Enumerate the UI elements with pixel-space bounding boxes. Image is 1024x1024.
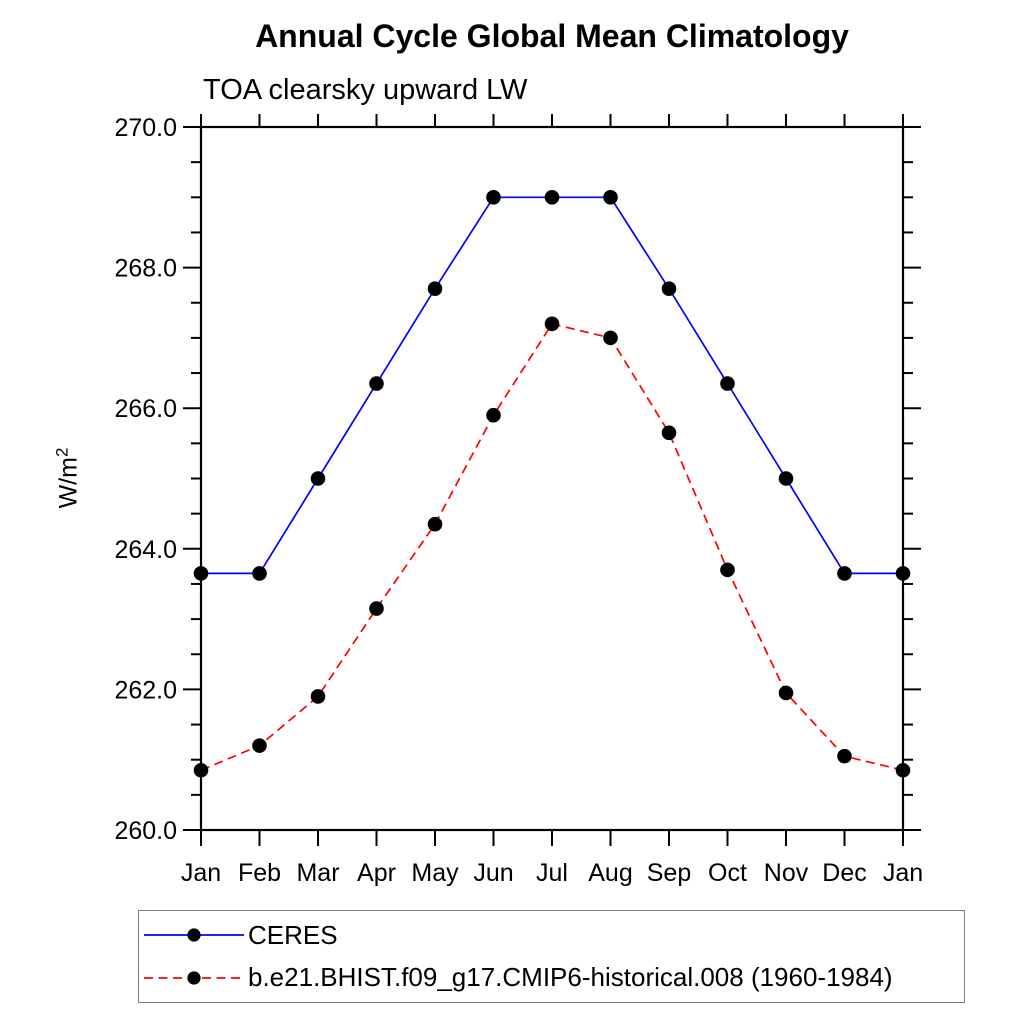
data-point-marker [310, 471, 326, 486]
x-tick-label: Jul [536, 859, 568, 887]
legend-sample-dashed-line [144, 971, 244, 985]
series-model [193, 316, 911, 778]
chart-title: Annual Cycle Global Mean Climatology [255, 18, 849, 54]
series-line [200, 322, 904, 772]
data-point-marker [369, 601, 384, 616]
legend-item-model: b.e21.BHIST.f09_g17.CMIP6-historical.008… [139, 958, 964, 998]
data-point-marker [486, 407, 501, 423]
data-point-marker [778, 685, 794, 701]
y-tick-label: 268.0 [114, 255, 177, 283]
data-point-marker [310, 689, 326, 704]
data-point-marker [193, 762, 209, 778]
x-tick-label: May [411, 859, 459, 887]
plot-frame [199, 125, 905, 832]
y-tick-label: 266.0 [114, 395, 177, 423]
x-axis-ticks [200, 114, 904, 846]
legend-label-ceres: CERES [248, 919, 338, 950]
data-point-marker [720, 562, 735, 578]
data-point-marker [603, 190, 618, 205]
y-tick-label: 270.0 [114, 114, 177, 142]
y-axis-ticks [183, 126, 921, 831]
y-tick-label: 260.0 [114, 817, 177, 845]
data-point-marker [720, 376, 735, 391]
series-line [201, 196, 903, 575]
data-point-marker [369, 376, 384, 391]
legend-label-model: b.e21.BHIST.f09_g17.CMIP6-historical.008… [248, 962, 893, 993]
data-point-marker [778, 471, 794, 486]
data-point-marker [544, 190, 560, 205]
legend-sample-solid-line [144, 928, 244, 942]
data-point-marker [544, 316, 560, 332]
y-tick-label: 264.0 [114, 536, 177, 564]
data-point-marker [486, 190, 501, 205]
x-tick-label: Dec [822, 859, 866, 887]
series-ceres [193, 190, 911, 581]
legend-marker [187, 971, 201, 985]
x-axis-tick-labels: Jan Feb Mar Apr May Jun Jul Aug Sep Oct Nov Dec Jan [181, 859, 923, 887]
y-axis-tick-labels: 260.0 262.0 264.0 266.0 268.0 270.0 [114, 114, 177, 845]
data-point-marker [661, 281, 677, 296]
data-point-marker [837, 566, 852, 581]
legend: CERES b.e21.BHIST.f09_g17.CMIP6-historic… [138, 910, 965, 1003]
x-tick-label: Aug [588, 859, 632, 887]
x-tick-label: Nov [764, 859, 809, 887]
data-point-marker [252, 738, 267, 753]
x-tick-label: Apr [357, 859, 396, 887]
x-tick-label: Jan [181, 859, 221, 887]
x-tick-label: Jan [883, 859, 923, 887]
data-point-marker [427, 516, 443, 532]
x-tick-label: Sep [647, 859, 691, 887]
data-point-marker [427, 281, 443, 296]
x-tick-label: Feb [238, 859, 281, 887]
x-tick-label: Mar [296, 859, 339, 887]
data-point-marker [837, 748, 852, 764]
chart-subtitle: TOA clearsky upward LW [203, 74, 528, 106]
data-point-marker [603, 330, 618, 346]
legend-item-ceres: CERES [139, 915, 964, 955]
data-point-marker [661, 425, 677, 441]
legend-marker [187, 928, 201, 942]
x-tick-label: Jun [473, 859, 513, 887]
data-point-marker [895, 566, 911, 581]
data-point-marker [895, 762, 911, 778]
x-tick-label: Oct [708, 859, 747, 887]
y-tick-label: 262.0 [114, 676, 177, 704]
data-point-marker [252, 566, 267, 581]
data-point-marker [193, 566, 209, 581]
